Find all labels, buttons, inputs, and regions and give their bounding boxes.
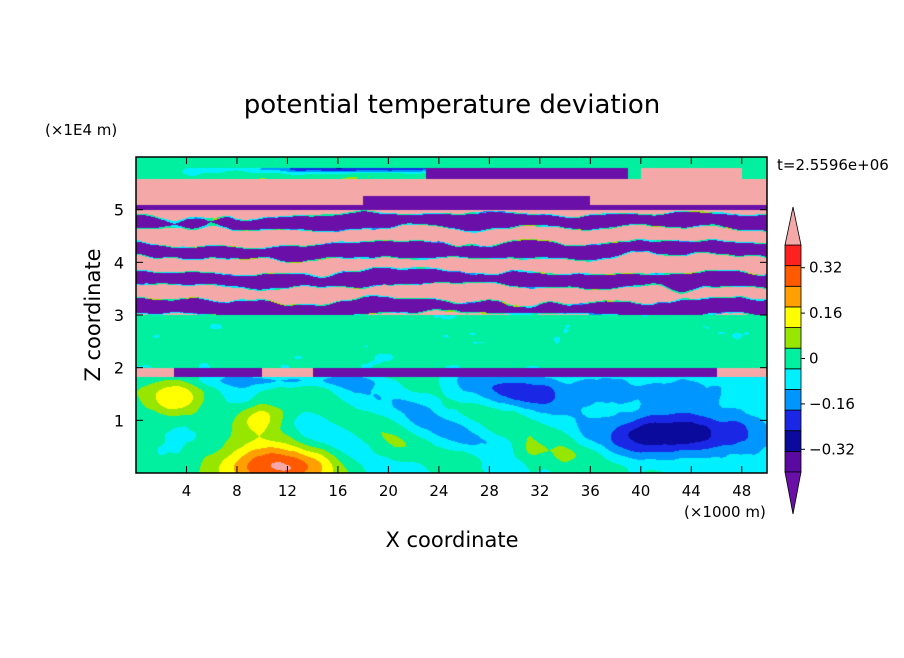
x-tick-label: 16 <box>328 482 347 500</box>
colorbar-bin <box>784 285 802 308</box>
x-tick-label: 48 <box>732 482 751 500</box>
x-tick-label: 20 <box>379 482 398 500</box>
contour-fill <box>136 157 767 473</box>
x-tick-label: 8 <box>232 482 242 500</box>
y-tick-label: 5 <box>114 201 124 220</box>
colorbar-bin <box>784 389 802 411</box>
x-tick-label: 24 <box>429 482 448 500</box>
colorbar-bin <box>784 450 802 473</box>
y-tick-label: 1 <box>114 411 124 430</box>
colorbar-over-triangle <box>784 206 802 246</box>
y-axis: 1 2 3 4 5 <box>114 201 767 430</box>
x-tick-label: 28 <box>480 482 499 500</box>
x-tick-label: 12 <box>278 482 297 500</box>
colorbar-bin <box>784 327 802 349</box>
y-unit-label: (×1E4 m) <box>45 121 117 139</box>
y-tick-label: 2 <box>114 359 124 378</box>
colorbar-bin <box>784 306 802 328</box>
x-axis: 4 8 12 16 20 24 28 32 36 40 44 48 <box>182 157 751 500</box>
colorbar-bin <box>784 347 802 370</box>
colorbar-label: −0.32 <box>809 440 855 458</box>
y-axis-label: Z coordinate <box>81 248 105 381</box>
x-axis-label: X coordinate <box>385 528 518 552</box>
time-label: t=2.5596e+06 <box>777 156 889 174</box>
x-tick-label: 32 <box>530 482 549 500</box>
colorbar-bin <box>784 430 802 452</box>
x-tick-label: 4 <box>182 482 192 500</box>
colorbar-under-triangle <box>784 471 802 515</box>
y-tick-label: 3 <box>114 306 124 325</box>
colorbar-label: −0.16 <box>809 395 855 413</box>
colorbar-label: 0 <box>809 350 819 368</box>
x-tick-label: 36 <box>581 482 600 500</box>
x-tick-label: 44 <box>682 482 701 500</box>
colorbar-bin <box>784 409 802 432</box>
colorbar-bin <box>784 368 802 390</box>
x-unit-label: (×1000 m) <box>684 503 766 521</box>
x-tick-label: 40 <box>631 482 650 500</box>
chart-title: potential temperature deviation <box>244 90 660 120</box>
colorbar-bin <box>784 265 802 287</box>
colorbar-bin <box>784 244 802 267</box>
contour-field <box>136 157 767 473</box>
y-tick-label: 4 <box>114 253 124 272</box>
colorbar-label: 0.32 <box>809 259 842 277</box>
colorbar: 0.32 0.16 0 −0.16 −0.32 <box>784 206 855 515</box>
colorbar-label: 0.16 <box>809 304 842 322</box>
